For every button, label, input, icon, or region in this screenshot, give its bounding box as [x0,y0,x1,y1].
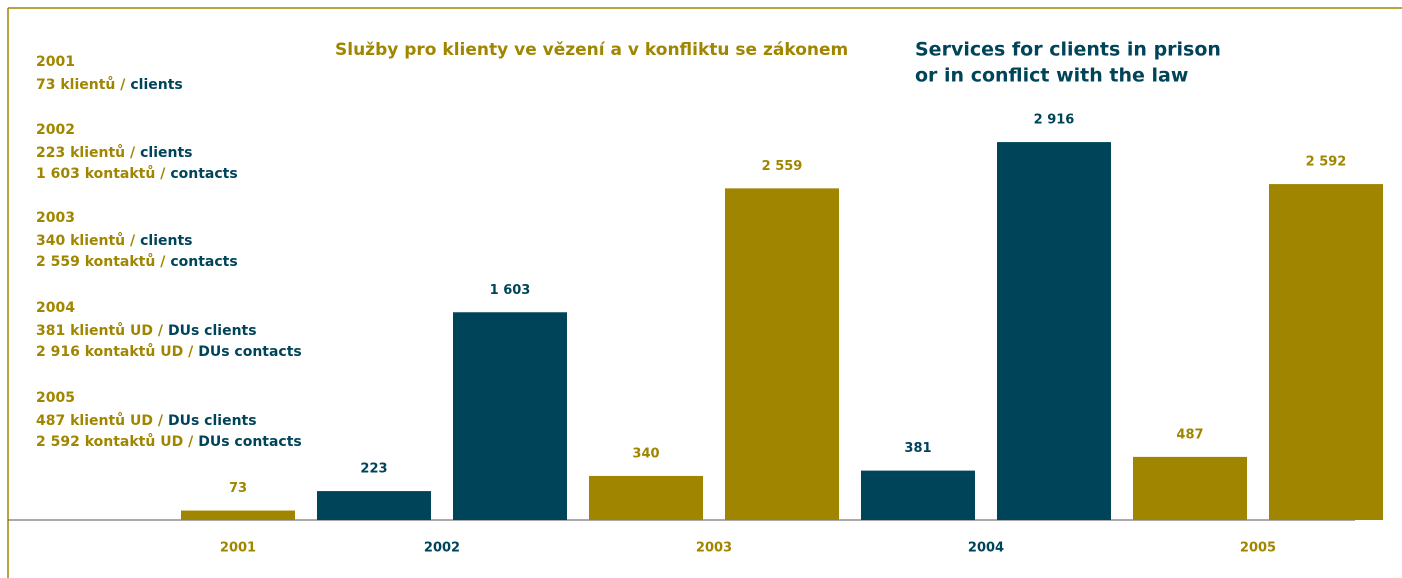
note-line: 2 559 kontaktů / contacts [36,253,238,270]
note-en: contacts [170,254,237,270]
value-label: 2 559 [762,159,803,174]
value-label: 381 [904,441,931,456]
chart-title-en: or in conflict with the law [915,65,1188,87]
note-line: 2 916 kontaktů UD / DUs contacts [36,343,302,360]
note-cz: 2 916 kontaktů UD / [36,343,194,360]
bar [589,475,703,520]
note-cz: 1 603 kontaktů / [36,165,166,182]
bar [317,491,431,520]
bar [181,510,295,520]
note-cz: 381 klientů UD / [36,322,164,339]
note-en: DUs contacts [198,434,302,450]
value-label: 2 916 [1034,113,1075,128]
bar [1133,456,1247,520]
value-label: 487 [1176,427,1203,442]
note-en: contacts [170,166,237,182]
value-label: 1 603 [490,283,531,298]
note-en: DUs clients [168,323,257,339]
note-line: 73 klientů / clients [36,76,183,93]
x-tick-label: 2003 [696,541,732,556]
chart-title: Služby pro klienty ve vězení a v konflik… [335,40,848,60]
note-line: 381 klientů UD / DUs clients [36,322,257,339]
value-label: 73 [229,481,247,496]
note-cz: 487 klientů UD / [36,412,164,429]
x-tick-label: 2002 [424,541,460,556]
note-year: 2004 [36,300,75,316]
note-year: 2001 [36,54,75,70]
x-tick-label: 2005 [1240,541,1276,556]
note-en: clients [140,145,192,161]
note-cz: 2 592 kontaktů UD / [36,433,194,450]
bar [861,470,975,520]
note-cz: 73 klientů / [36,76,126,93]
note-en: DUs contacts [198,344,302,360]
note-year: 2003 [36,210,75,226]
chart-title-en: Services for clients in prison [915,39,1221,61]
bar [997,142,1111,520]
note-year: 2005 [36,390,75,406]
note-year: 2002 [36,122,75,138]
value-label: 2 592 [1306,155,1347,170]
note-cz: 2 559 kontaktů / [36,253,166,270]
bar [725,188,839,520]
bar [1269,184,1383,521]
note-line: 2 592 kontaktů UD / DUs contacts [36,433,302,450]
note-cz: 340 klientů / [36,232,136,249]
note-cz: 223 klientů / [36,144,136,161]
note-en: clients [130,77,182,93]
note-line: 487 klientů UD / DUs clients [36,412,257,429]
value-label: 223 [360,462,387,477]
note-en: clients [140,233,192,249]
note-line: 340 klientů / clients [36,232,193,249]
x-tick-label: 2004 [968,541,1004,556]
value-label: 340 [632,446,659,461]
note-line: 223 klientů / clients [36,144,193,161]
bar [453,312,567,520]
x-tick-label: 2001 [220,541,256,556]
note-en: DUs clients [168,413,257,429]
note-line: 1 603 kontaktů / contacts [36,165,238,182]
